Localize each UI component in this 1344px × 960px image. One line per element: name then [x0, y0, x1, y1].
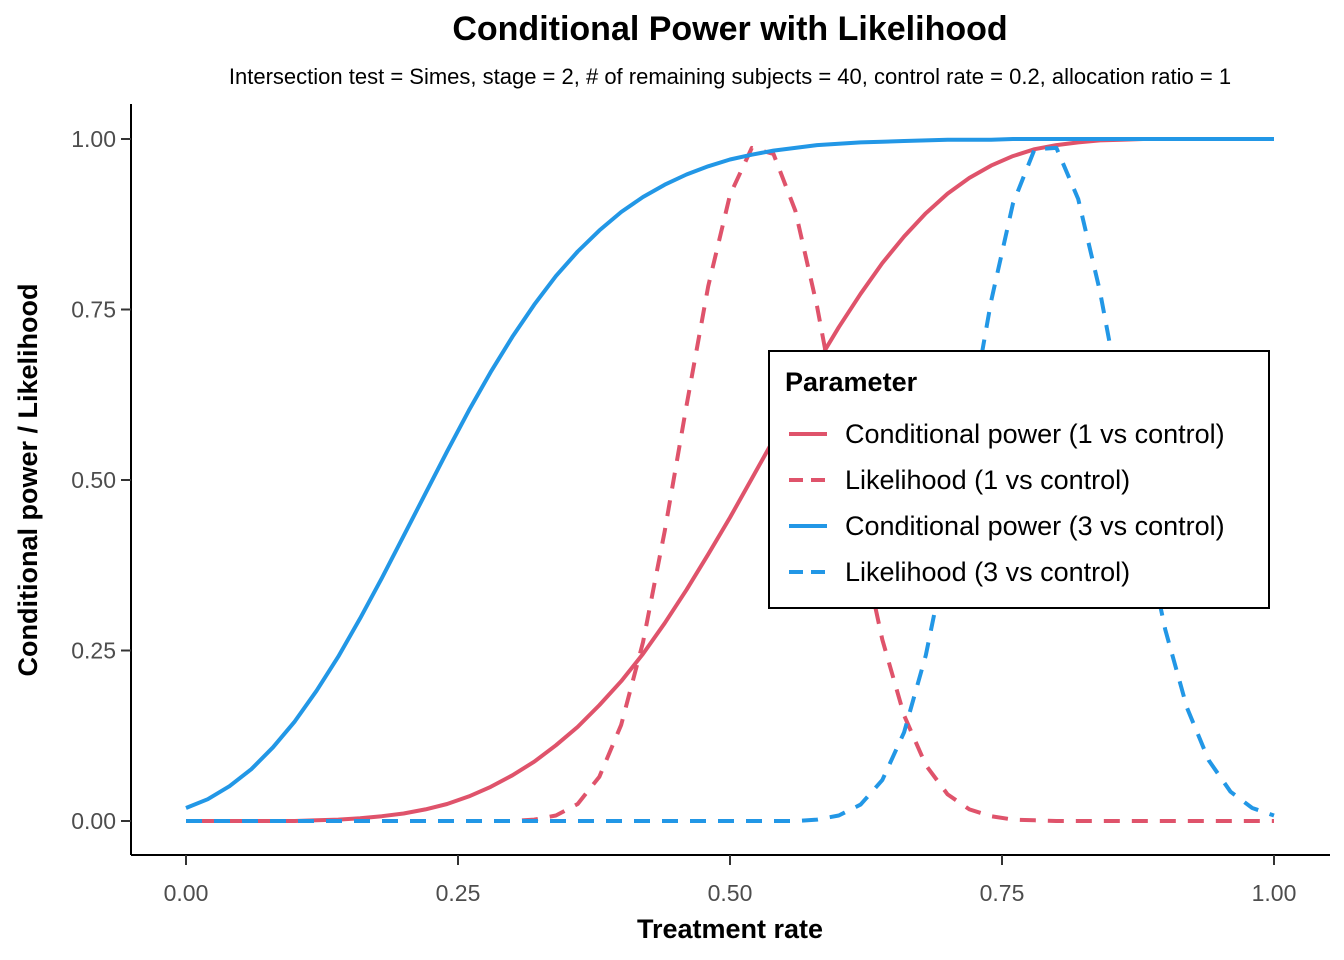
y-tick-label: 0.00 — [71, 808, 116, 834]
y-axis-ticks: 0.00 0.25 0.50 0.75 1.00 — [71, 126, 131, 834]
x-axis-ticks: 0.00 0.25 0.50 0.75 1.00 — [164, 855, 1297, 906]
legend-label-4: Likelihood (3 vs control) — [845, 557, 1130, 587]
legend-title: Parameter — [785, 367, 918, 397]
x-tick-label: 1.00 — [1252, 880, 1297, 906]
series-line-3 — [185, 137, 1274, 810]
legend-label-1: Conditional power (1 vs control) — [845, 419, 1225, 449]
legend-label-2: Likelihood (1 vs control) — [845, 465, 1130, 495]
y-tick-label: 1.00 — [71, 126, 116, 152]
y-axis-title: Conditional power / Likelihood — [13, 284, 43, 677]
series-line-1 — [186, 137, 1274, 823]
legend-box — [768, 350, 1270, 609]
y-tick-label: 0.75 — [71, 297, 116, 323]
legend-items: Conditional power (1 vs control) Likeliho… — [789, 419, 1225, 587]
y-tick-label: 0.25 — [71, 638, 116, 664]
x-tick-label: 0.00 — [164, 880, 209, 906]
chart-title: Conditional Power with Likelihood — [452, 10, 1007, 48]
legend-label-3: Conditional power (3 vs control) — [845, 511, 1225, 541]
x-axis-title: Treatment rate — [637, 914, 823, 944]
chart-subtitle: Intersection test = Simes, stage = 2, # … — [229, 64, 1231, 89]
x-tick-label: 0.75 — [980, 880, 1025, 906]
x-tick-label: 0.50 — [708, 880, 753, 906]
y-tick-label: 0.50 — [71, 467, 116, 493]
series-line-4 — [186, 145, 1275, 823]
x-tick-label: 0.25 — [436, 880, 481, 906]
series-layer — [185, 137, 1275, 823]
legend: Parameter Conditional power (1 vs contro… — [768, 350, 1270, 609]
